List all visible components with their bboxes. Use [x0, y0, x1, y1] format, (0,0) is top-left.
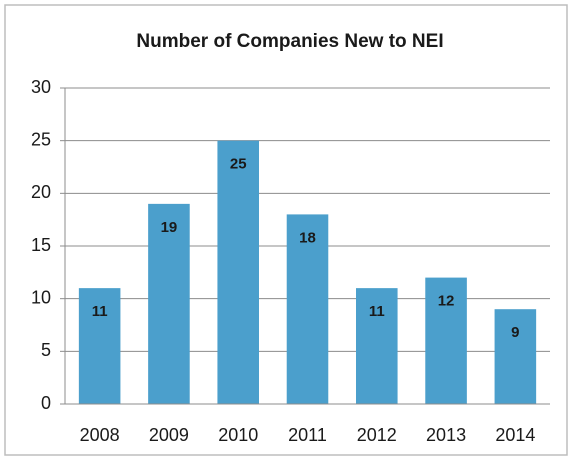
x-tick-label: 2013	[426, 425, 466, 445]
bar	[78, 288, 121, 404]
bar	[148, 203, 190, 404]
x-tick-label: 2014	[495, 425, 535, 445]
bar	[356, 288, 398, 404]
y-tick-label: 20	[31, 182, 51, 202]
y-tick-label: 5	[41, 340, 51, 360]
x-tick-label: 2008	[80, 425, 120, 445]
y-tick-label: 25	[31, 129, 51, 149]
data-label: 18	[299, 229, 316, 246]
bar	[217, 140, 259, 404]
bar	[425, 277, 467, 404]
y-tick-label: 0	[41, 393, 51, 413]
data-label: 11	[369, 303, 385, 320]
y-tick-label: 15	[31, 235, 51, 255]
data-label: 19	[161, 219, 178, 236]
x-tick-label: 2010	[218, 425, 258, 445]
x-tick-label: 2009	[149, 425, 189, 445]
data-label: 25	[230, 156, 247, 173]
bar	[494, 309, 537, 404]
y-tick-label: 30	[31, 77, 51, 97]
y-tick-label: 10	[31, 287, 51, 307]
x-tick-label: 2012	[357, 425, 397, 445]
data-label: 12	[438, 293, 455, 310]
chart-title: Number of Companies New to NEI	[136, 31, 443, 52]
bar	[286, 214, 329, 404]
data-label: 9	[511, 324, 519, 341]
data-label: 11	[92, 303, 108, 320]
x-tick-label: 2011	[288, 425, 327, 445]
